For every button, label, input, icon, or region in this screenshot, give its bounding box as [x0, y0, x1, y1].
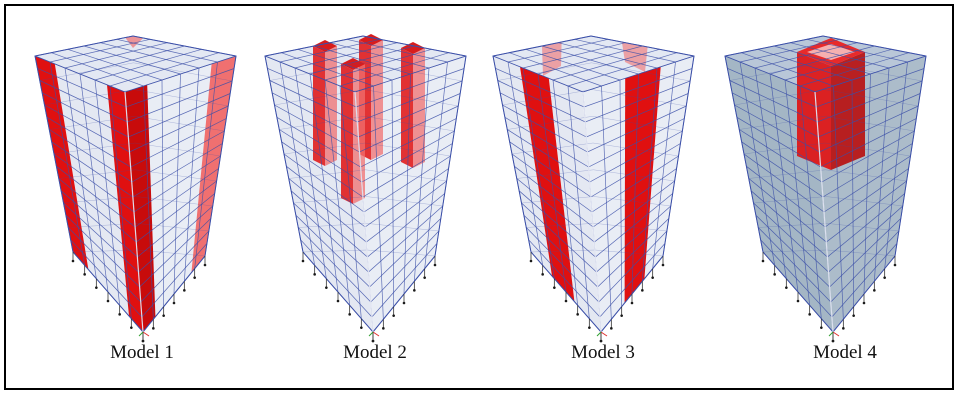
model-4-drawing	[724, 35, 927, 343]
model-3-caption: Model 3	[571, 342, 635, 363]
model-4-caption: Model 4	[813, 342, 877, 363]
model-1-caption: Model 1	[110, 342, 174, 363]
model-1-drawing	[34, 35, 237, 343]
model-3-drawing	[492, 35, 695, 343]
model-2-drawing	[264, 34, 467, 343]
model-2-caption: Model 2	[343, 342, 407, 363]
